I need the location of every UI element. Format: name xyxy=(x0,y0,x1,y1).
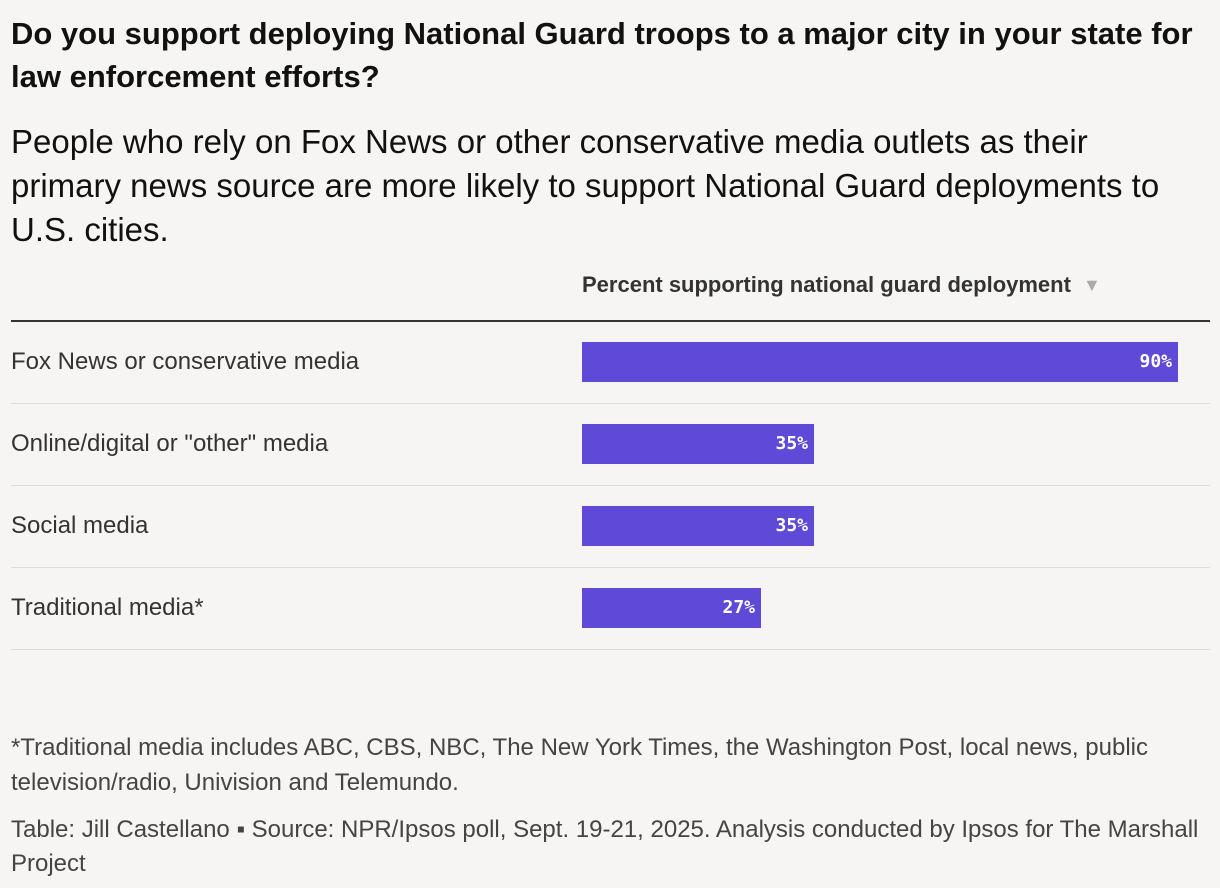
table-row: Fox News or conservative media 90% xyxy=(11,322,1210,404)
chart-subtitle: People who rely on Fox News or other con… xyxy=(11,123,1160,248)
bar-value-label: 27% xyxy=(722,597,755,618)
bar-value-label: 35% xyxy=(775,515,808,536)
sort-descending-icon[interactable]: ▼ xyxy=(1082,275,1101,295)
bar: 90% xyxy=(582,342,1178,382)
source-credit: Table: Jill Castellano ▪ Source: NPR/Ips… xyxy=(11,816,1199,877)
column-header-percent-supporting[interactable]: Percent supporting national guard deploy… xyxy=(582,272,1101,298)
header-rule xyxy=(11,320,1210,322)
chart-title: Do you support deploying National Guard … xyxy=(11,16,1193,94)
bar-value-label: 90% xyxy=(1139,351,1172,372)
table-body: Fox News or conservative media 90% Online/… xyxy=(11,322,1210,650)
table-row: Online/digital or "other" media 35% xyxy=(11,404,1210,486)
row-label: Traditional media* xyxy=(11,594,204,621)
row-label: Fox News or conservative media xyxy=(11,348,360,375)
bar: 27% xyxy=(582,588,761,628)
table-row: Traditional media* 27% xyxy=(11,568,1210,650)
row-label: Social media xyxy=(11,512,149,539)
footnote: *Traditional media includes ABC, CBS, NB… xyxy=(11,734,1148,796)
bar-value-label: 35% xyxy=(775,433,808,454)
row-label: Online/digital or "other" media xyxy=(11,430,329,457)
table-row: Social media 35% xyxy=(11,486,1210,568)
bar: 35% xyxy=(582,506,814,546)
bar: 35% xyxy=(582,424,814,464)
column-header-label: Percent supporting national guard deploy… xyxy=(582,272,1071,297)
